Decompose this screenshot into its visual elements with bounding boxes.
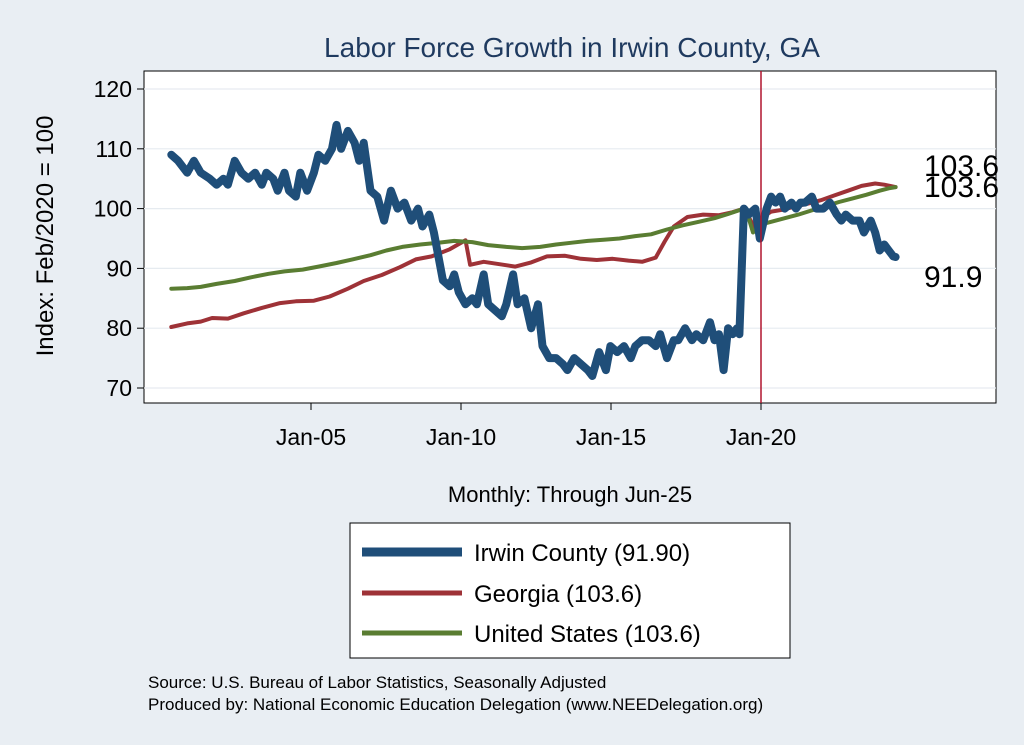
x-tick-label: Jan-10 xyxy=(426,424,496,450)
series-line-united-states xyxy=(169,185,898,291)
x-tick-label: Jan-05 xyxy=(276,424,346,450)
gridlines xyxy=(144,88,996,389)
y-axis: 70 80 90 100 110 120 xyxy=(94,76,144,401)
source-note: Source: U.S. Bureau of Labor Statistics,… xyxy=(148,673,606,692)
plot-area xyxy=(143,70,997,404)
x-tick-label: Jan-20 xyxy=(726,424,796,450)
series-line-irwin-county xyxy=(167,120,900,380)
y-tick-label: 70 xyxy=(106,375,132,401)
end-label-irwin-county: 91.9 xyxy=(924,261,982,294)
x-axis-label: Monthly: Through Jun-25 xyxy=(448,482,692,507)
y-tick-label: 90 xyxy=(106,255,132,281)
legend: Irwin County (91.90) Georgia (103.6) Uni… xyxy=(349,522,791,659)
x-tick-label: Jan-15 xyxy=(576,424,646,450)
y-tick-label: 120 xyxy=(94,76,132,102)
series-lines xyxy=(167,120,900,380)
end-label-georgia: 103.6 xyxy=(924,150,999,183)
producer-note: Produced by: National Economic Education… xyxy=(148,695,763,714)
legend-label-georgia: Georgia (103.6) xyxy=(474,581,642,608)
x-axis: Jan-05 Jan-10 Jan-15 Jan-20 xyxy=(276,403,796,450)
legend-label-united-states: United States (103.6) xyxy=(474,621,701,648)
y-tick-label: 100 xyxy=(94,196,132,222)
legend-label-irwin: Irwin County (91.90) xyxy=(474,540,690,567)
y-tick-label: 110 xyxy=(95,136,132,162)
end-label-united-states: 103.6 xyxy=(924,171,999,204)
y-tick-label: 80 xyxy=(106,315,132,341)
y-axis-label: Index: Feb/2020 = 100 xyxy=(32,116,59,357)
chart-title: Labor Force Growth in Irwin County, GA xyxy=(324,32,820,63)
